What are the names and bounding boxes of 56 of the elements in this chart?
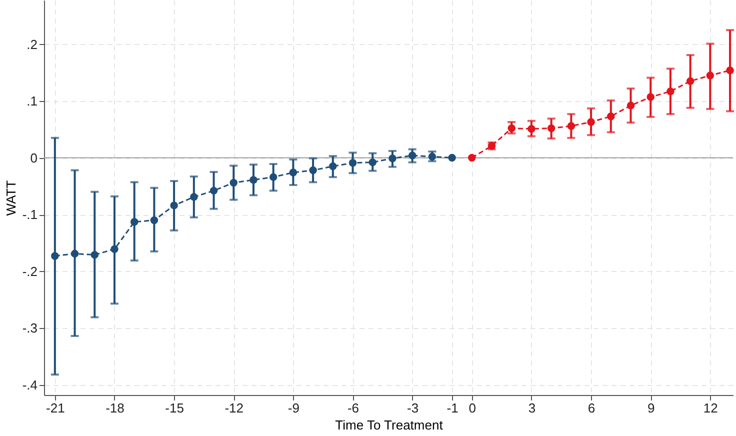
point <box>368 158 376 166</box>
point <box>547 124 556 132</box>
y-tick-label: -.4 <box>22 377 38 392</box>
point <box>348 159 357 167</box>
point <box>726 66 734 74</box>
point <box>388 154 396 162</box>
x-tick-label: 9 <box>647 400 655 416</box>
point <box>90 250 99 259</box>
point <box>408 152 416 160</box>
y-tick-label: -.1 <box>22 207 38 222</box>
point <box>567 122 576 130</box>
point <box>646 93 654 101</box>
point <box>289 168 298 176</box>
point <box>666 88 674 96</box>
point <box>150 216 158 224</box>
x-tick-label: -9 <box>288 400 300 416</box>
point <box>706 72 714 80</box>
point <box>110 245 118 254</box>
point <box>508 124 516 132</box>
point <box>250 176 258 184</box>
point <box>607 112 615 120</box>
point <box>309 166 317 174</box>
point <box>210 186 218 195</box>
point <box>448 154 456 162</box>
point <box>626 102 635 110</box>
point <box>686 77 694 86</box>
y-tick-label: -.2 <box>22 264 38 279</box>
point <box>190 193 198 201</box>
y-tick-label: 0 <box>30 150 38 166</box>
point <box>528 124 536 133</box>
point <box>329 162 337 170</box>
point <box>51 252 59 260</box>
x-tick-label: -3 <box>407 400 419 416</box>
point <box>269 173 278 181</box>
x-tick-label: -1 <box>446 400 458 416</box>
point <box>428 152 436 161</box>
x-tick-label: -21 <box>46 400 65 416</box>
point <box>70 250 79 258</box>
point <box>587 118 595 126</box>
y-tick-label: .2 <box>26 36 38 52</box>
x-tick-label: -12 <box>224 400 244 416</box>
point <box>230 178 238 187</box>
x-tick-label: 12 <box>703 400 718 416</box>
x-tick-label: -15 <box>165 400 184 416</box>
point <box>170 202 178 210</box>
x-tick-label: 6 <box>588 400 596 416</box>
x-tick-label: -18 <box>106 400 124 416</box>
point <box>468 154 476 162</box>
x-tick-label: 0 <box>468 400 476 416</box>
y-tick-label: .1 <box>26 94 38 109</box>
x-tick-label: -6 <box>347 400 360 416</box>
y-axis-title: WATT <box>3 180 18 216</box>
x-axis-title: Time To Treatment <box>335 418 444 432</box>
x-tick-label: 3 <box>528 400 536 416</box>
y-tick-label: -.3 <box>22 320 38 336</box>
point <box>130 218 138 226</box>
